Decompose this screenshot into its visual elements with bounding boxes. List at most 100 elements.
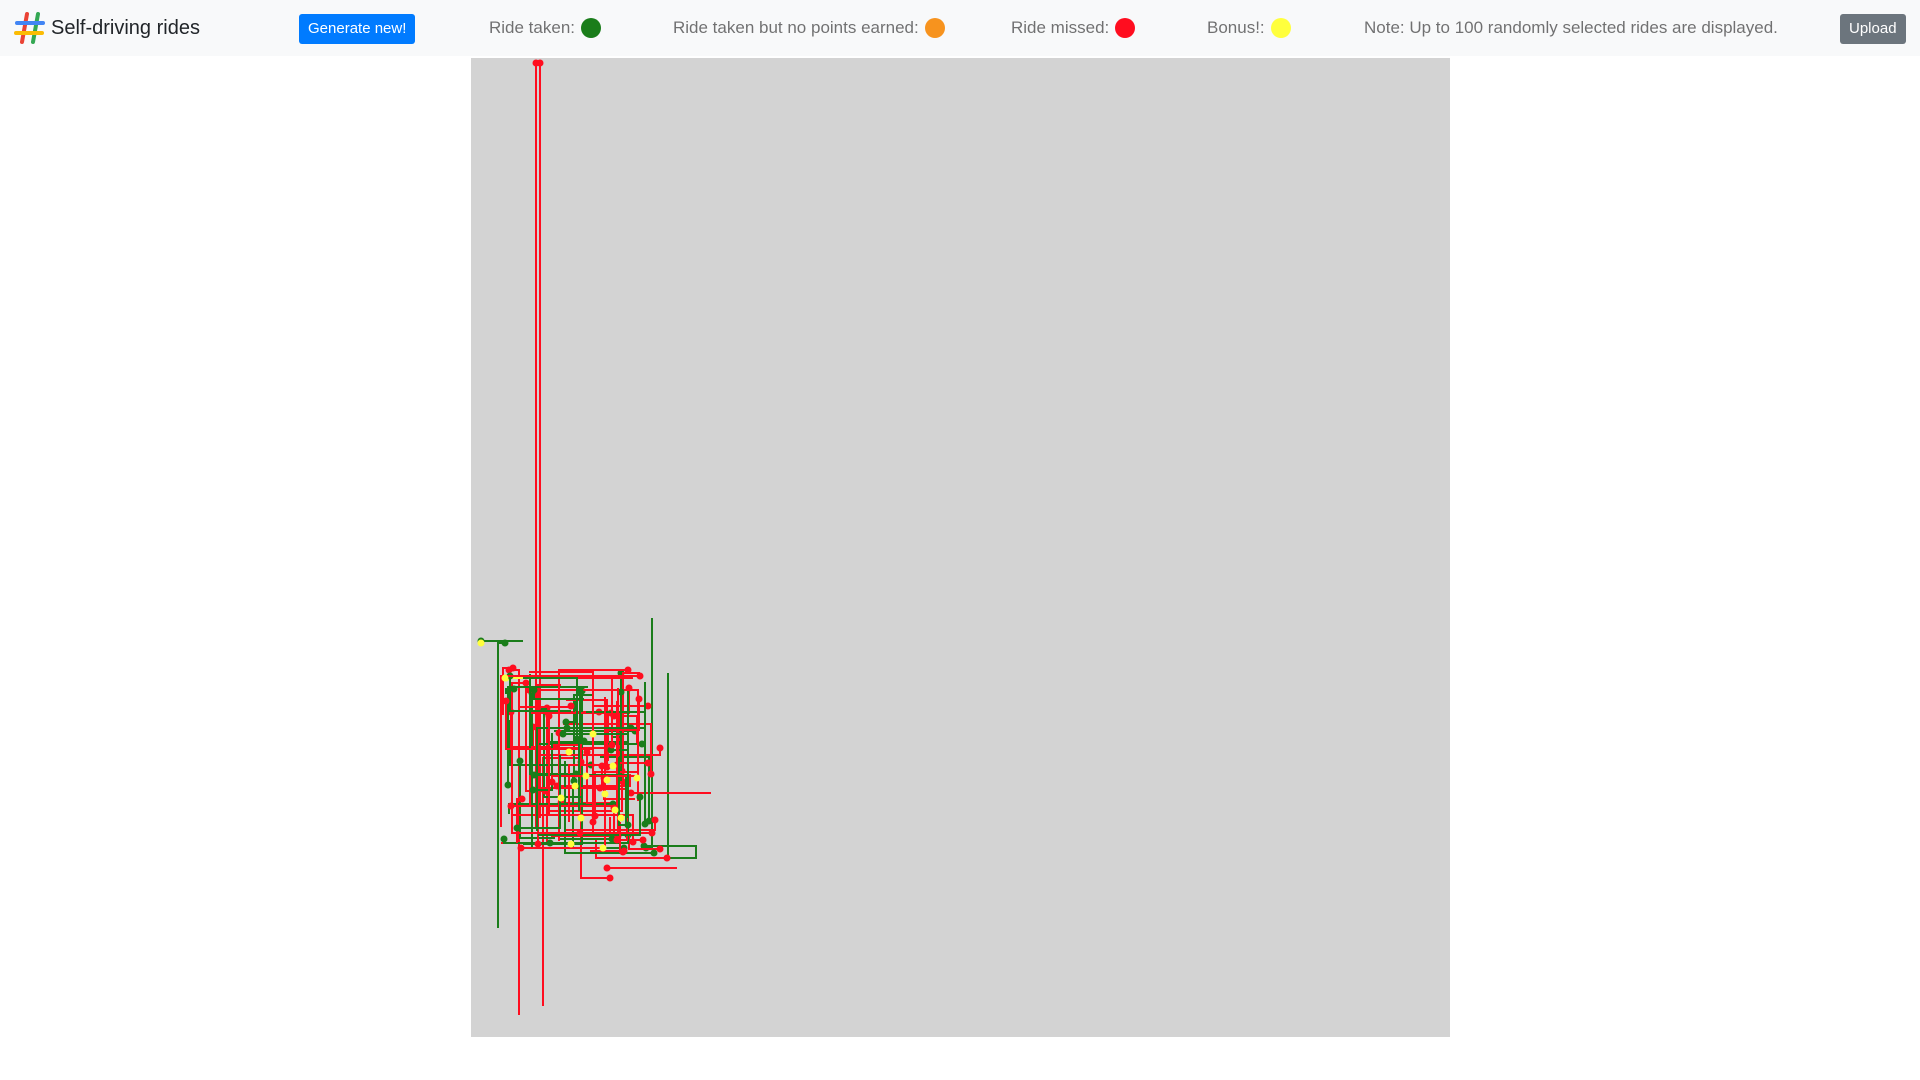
ride-endpoint: [536, 59, 544, 67]
ride-endpoint: [663, 854, 671, 862]
ride-line: [607, 712, 611, 761]
ride-path: [604, 695, 643, 731]
ride-endpoint: [589, 818, 597, 826]
ride-path: [608, 677, 632, 749]
bonus-marker: [603, 776, 611, 784]
ride-line: [536, 727, 631, 831]
ride-path: [502, 697, 594, 750]
ride-line: [507, 686, 588, 785]
yellow-dot-icon: [1270, 18, 1291, 38]
ride-line: [548, 716, 603, 816]
bonus-marker: [589, 730, 597, 738]
upload-button[interactable]: Upload: [1840, 14, 1906, 44]
ride-line: [538, 797, 641, 836]
ride-path: [603, 864, 677, 872]
legend-bonus-label: Bonus!:: [1207, 18, 1265, 37]
ride-line: [622, 672, 640, 782]
ride-endpoint: [641, 820, 649, 828]
ride-endpoint: [606, 874, 614, 882]
ride-endpoint: [580, 737, 588, 745]
ride-endpoint: [530, 686, 538, 694]
ride-endpoint: [546, 839, 554, 847]
ride-endpoint: [513, 824, 521, 832]
ride-line: [509, 676, 571, 712]
ride-endpoint: [509, 664, 517, 672]
ride-endpoint: [516, 757, 524, 765]
green-dot-icon: [581, 18, 601, 38]
ride-path: [595, 838, 671, 862]
ride-endpoint: [624, 821, 632, 829]
orange-dot-icon: [924, 18, 945, 38]
ride-line: [481, 640, 523, 642]
ride-path: [640, 673, 697, 859]
ride-path: [507, 701, 618, 810]
ride-line: [586, 752, 593, 804]
ride-path: [566, 699, 611, 771]
ride-line: [505, 701, 594, 750]
ride-line: [523, 677, 578, 739]
ride-path: [618, 757, 632, 829]
ride-line: [551, 744, 582, 762]
legend-bonus: Bonus!:: [1207, 16, 1291, 40]
bonus-marker: [571, 782, 579, 790]
ride-path: [548, 775, 637, 786]
ride-endpoint: [617, 688, 625, 696]
ride-endpoint: [650, 849, 658, 857]
ride-endpoint: [608, 741, 616, 749]
ride-endpoint: [639, 836, 647, 844]
ride-line: [517, 755, 561, 829]
ride-path: [564, 816, 659, 831]
ride-endpoint: [635, 695, 643, 703]
ride-map[interactable]: [471, 58, 1450, 1037]
bonus-marker: [501, 674, 509, 682]
ride-path: [538, 793, 644, 836]
ride-line: [529, 671, 594, 822]
ride-endpoint: [656, 744, 664, 752]
bonus-marker: [611, 806, 619, 814]
ride-endpoint: [583, 748, 591, 756]
ride-path: [529, 671, 597, 826]
legend-ride-missed-label: Ride missed:: [1011, 18, 1110, 37]
generate-new-button[interactable]: Generate new!: [299, 14, 416, 44]
bonus-marker: [617, 814, 625, 822]
ride-endpoint: [648, 829, 656, 837]
ride-endpoint: [517, 844, 525, 852]
ride-endpoint: [576, 687, 584, 695]
ride-endpoint: [529, 786, 537, 794]
bonus-marker: [557, 794, 565, 802]
ride-endpoint: [502, 697, 510, 705]
ride-path: [523, 677, 581, 743]
ride-path: [545, 712, 603, 816]
ride-endpoint: [613, 836, 621, 844]
bonus-marker: [565, 748, 573, 756]
ride-path: [519, 702, 575, 710]
ride-path: [583, 748, 593, 804]
ride-endpoint: [576, 829, 584, 837]
ride-line: [542, 757, 610, 1006]
ride-endpoint: [647, 770, 655, 778]
legend-ride-taken-label: Ride taken:: [489, 18, 575, 37]
bonus-marker: [599, 844, 607, 852]
legend-no-points: Ride taken but no points earned:: [673, 16, 945, 40]
ride-path: [504, 686, 588, 789]
brand[interactable]: Self-driving rides: [14, 12, 200, 44]
ride-endpoint: [636, 672, 644, 680]
ride-line: [573, 694, 593, 781]
ride-endpoint: [638, 740, 646, 748]
ride-line: [644, 673, 697, 859]
ride-endpoint: [559, 730, 567, 738]
bonus-marker: [633, 774, 641, 782]
ride-line: [580, 817, 611, 834]
ride-path: [516, 757, 555, 839]
ride-path: [559, 730, 629, 790]
hash-icon: [14, 12, 45, 44]
legend-no-points-label: Ride taken but no points earned:: [673, 18, 919, 37]
ride-line: [604, 699, 640, 731]
ride-path: [536, 59, 544, 818]
app-title: Self-driving rides: [51, 16, 200, 39]
ride-endpoint: [518, 795, 526, 803]
bonus-marker: [567, 840, 575, 848]
ride-endpoint: [640, 842, 648, 850]
ride-path: [529, 733, 553, 794]
ride-line: [511, 701, 618, 807]
